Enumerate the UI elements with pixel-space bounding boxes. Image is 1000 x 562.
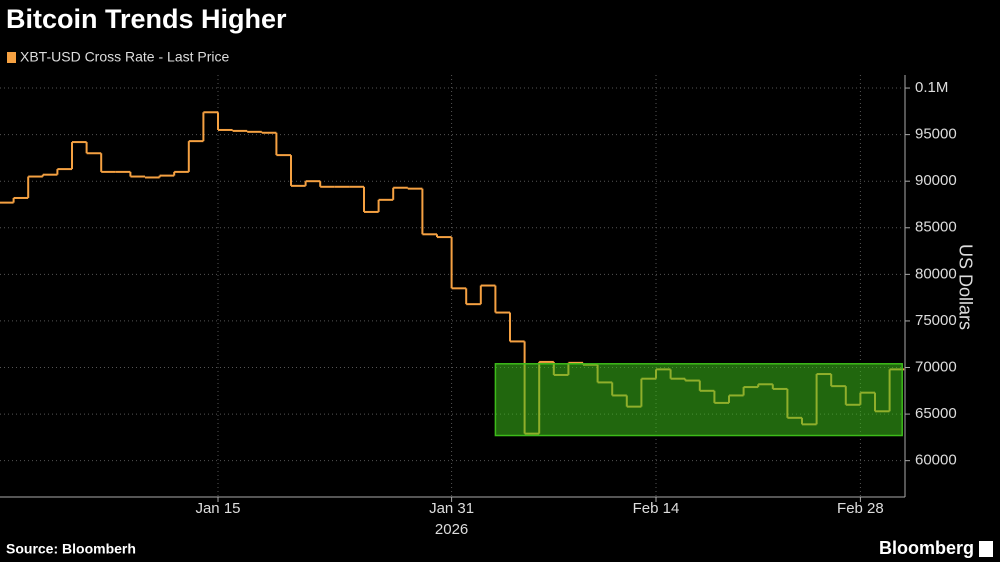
y-tick-label: 75000 (915, 312, 957, 329)
y-tick-label: 85000 (915, 219, 957, 236)
y-axis-label: US Dollars (955, 244, 975, 330)
brand-icon (979, 541, 993, 557)
y-tick-label: 95000 (915, 126, 957, 143)
x-tick-label: Jan 15 (195, 500, 240, 517)
x-sublabel: 2026 (435, 521, 468, 538)
y-tick-label: 65000 (915, 405, 957, 422)
x-tick-label: Jan 31 (429, 500, 474, 517)
y-tick-label: 70000 (915, 358, 957, 375)
y-tick-label: 60000 (915, 452, 957, 469)
y-tick-label: 0.1M (915, 79, 948, 96)
x-tick-label: Feb 28 (837, 500, 884, 517)
chart-title: Bitcoin Trends Higher (6, 4, 287, 34)
brand: Bloomberg (879, 538, 974, 558)
x-tick-label: Feb 14 (633, 500, 680, 517)
source: Source: Bloomberh (6, 541, 136, 557)
y-tick-label: 90000 (915, 172, 957, 189)
highlight-box (494, 363, 903, 437)
legend-label: XBT-USD Cross Rate - Last Price (20, 49, 229, 65)
y-tick-label: 80000 (915, 265, 957, 282)
legend-swatch (7, 52, 16, 63)
